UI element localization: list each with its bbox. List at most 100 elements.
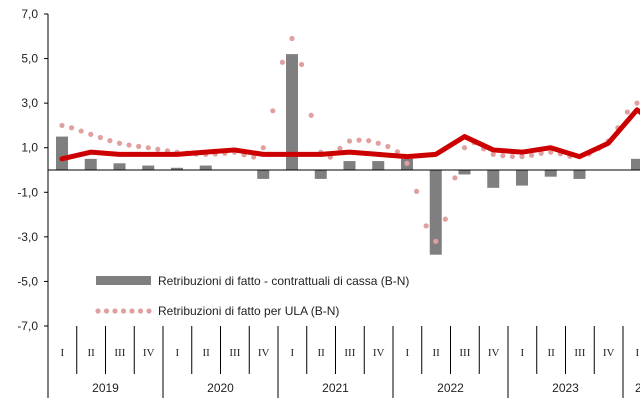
- y-tick-label: -7,0: [17, 319, 38, 333]
- bar: [343, 161, 356, 170]
- bar: [257, 170, 270, 179]
- y-tick-label: 7,0: [21, 7, 38, 21]
- legend-dot: [137, 308, 144, 314]
- x-tick-label-quarter: I: [636, 347, 640, 359]
- dotted-series-point: [270, 108, 276, 114]
- dotted-series-point: [500, 153, 506, 159]
- dotted-series-point: [126, 142, 132, 148]
- bar: [631, 158, 640, 170]
- bar: [56, 136, 68, 170]
- x-tick-label-year: 2021: [322, 381, 349, 395]
- x-tick-label-year: 2020: [207, 381, 234, 395]
- dotted-series-point: [634, 100, 640, 106]
- dotted-series-point: [346, 138, 353, 144]
- dotted-series-point: [394, 149, 401, 155]
- x-tick-label-quarter: II: [432, 347, 440, 359]
- legend-dot: [146, 308, 152, 314]
- legend-dot: [112, 308, 118, 314]
- bar: [516, 170, 528, 186]
- x-tick-label-quarter: IV: [258, 347, 270, 359]
- x-tick-label-quarter: I: [406, 347, 410, 359]
- legend: Retribuzioni di fatto - contrattuali di …: [95, 274, 409, 318]
- dotted-series-point: [366, 138, 372, 144]
- x-tick-label-quarter: I: [521, 347, 525, 359]
- bar: [286, 54, 298, 170]
- legend-dot: [103, 308, 110, 314]
- dotted-series-point: [519, 154, 525, 160]
- dotted-series-point: [461, 145, 468, 151]
- x-tick-label-quarter: I: [61, 347, 65, 359]
- y-tick-label: 5,0: [21, 52, 38, 66]
- dotted-series-point: [251, 154, 257, 160]
- x-tick-label-quarter: II: [87, 347, 95, 359]
- dotted-series-point: [97, 134, 103, 141]
- x-tick-label-quarter: IV: [373, 347, 385, 359]
- bar: [573, 170, 586, 179]
- x-tick-label-year: 202: [635, 381, 640, 395]
- bar: [372, 161, 385, 170]
- dotted-series-point: [78, 128, 84, 134]
- dotted-line-series: [59, 35, 640, 244]
- bar: [113, 163, 126, 170]
- dotted-series-point: [107, 138, 113, 144]
- dotted-series-point: [337, 145, 343, 151]
- bar: [458, 170, 471, 175]
- dotted-series-point: [490, 151, 496, 157]
- legend-dot: [95, 308, 101, 314]
- x-tick-label-year: 2023: [552, 381, 579, 395]
- dotted-series-point: [423, 223, 429, 229]
- y-tick-label: 3,0: [21, 96, 38, 110]
- dotted-series-point: [116, 140, 123, 146]
- dotted-series-point: [289, 35, 295, 42]
- dotted-series-point: [68, 125, 75, 131]
- x-tick-label-quarter: I: [176, 347, 180, 359]
- x-tick-label-quarter: III: [344, 347, 355, 359]
- x-tick-label-quarter: II: [547, 347, 555, 359]
- dotted-series-point: [548, 149, 554, 155]
- dotted-series-point: [298, 61, 305, 68]
- x-tick-label-quarter: II: [317, 347, 325, 359]
- x-tick-label-quarter: IV: [603, 347, 615, 359]
- dotted-series-point: [260, 145, 266, 151]
- x-tick-label-quarter: IV: [143, 347, 155, 359]
- dotted-series-point: [442, 216, 448, 222]
- solid-line-series: [59, 107, 640, 162]
- dotted-series-point: [155, 146, 161, 152]
- bar: [199, 165, 212, 170]
- dotted-series-point: [452, 175, 458, 181]
- legend-label-dots: Retribuzioni di fatto per ULA (B-N): [158, 304, 339, 318]
- bar: [487, 170, 500, 188]
- bar: [142, 165, 155, 170]
- dotted-series-point: [509, 153, 516, 160]
- dotted-series-point: [356, 137, 362, 143]
- solid-series-line: [59, 107, 640, 162]
- dotted-series-point: [528, 152, 535, 158]
- legend-swatch-bars: [96, 276, 151, 285]
- dotted-series-point: [413, 188, 420, 194]
- x-tick-label-year: 2019: [92, 381, 119, 395]
- bar: [171, 167, 183, 170]
- x-axis: I II III IV I II III IV I II III IV I II III IV I II III IV…: [47, 326, 640, 398]
- x-tick-label-quarter: III: [574, 347, 585, 359]
- x-tick-label-quarter: I: [291, 347, 295, 359]
- bar: [84, 158, 97, 170]
- y-tick-label: -5,0: [17, 274, 38, 288]
- dotted-series-point: [136, 143, 142, 149]
- x-tick-label-quarter: IV: [488, 347, 500, 359]
- dotted-series-point: [308, 112, 314, 118]
- x-tick-label-quarter: II: [202, 347, 210, 359]
- dotted-series-point: [385, 143, 391, 150]
- x-tick-label-year: 2022: [437, 381, 464, 395]
- y-axis: 7,0 5,0 3,0 1,0 -1,0 -3,0 -5,0 -7,0: [17, 7, 49, 333]
- dotted-series-point: [145, 145, 151, 151]
- dotted-series-point: [404, 160, 410, 166]
- x-tick-label-quarter: III: [459, 347, 470, 359]
- y-tick-label: 1,0: [21, 141, 38, 155]
- dotted-series-point: [624, 109, 631, 115]
- dotted-series-point: [538, 150, 544, 156]
- legend-dot: [120, 308, 127, 314]
- dotted-series-point: [279, 59, 286, 65]
- legend-dot: [129, 308, 135, 314]
- x-tick-label-quarter: III: [114, 347, 125, 359]
